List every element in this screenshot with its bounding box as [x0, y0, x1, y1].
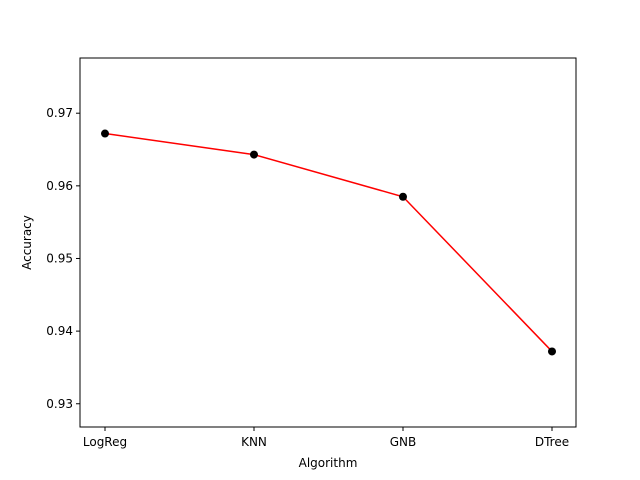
data-point: [548, 347, 556, 356]
data-point: [101, 129, 109, 138]
x-axis-label: Algorithm: [299, 456, 358, 470]
y-tick-label: 0.94: [46, 324, 73, 338]
series-layer: [101, 129, 556, 356]
y-tick-label: 0.93: [46, 397, 73, 411]
y-tick-label: 0.97: [46, 106, 73, 120]
x-tick-label: GNB: [390, 435, 417, 449]
y-tick-label: 0.95: [46, 251, 73, 265]
x-tick-label: DTree: [535, 435, 569, 449]
x-tick-label: LogReg: [83, 435, 127, 449]
x-tick-label: KNN: [241, 435, 267, 449]
data-point: [399, 192, 407, 201]
data-point: [250, 150, 258, 159]
plot-frame: [79, 57, 577, 428]
series-line: [104, 132, 553, 352]
y-axis-label: Accuracy: [20, 215, 34, 270]
ticks-layer: LogReg KNN GNB DTree 0.93 0.94 0.95 0.96 0.97: [46, 106, 569, 449]
y-tick-label: 0.96: [46, 179, 73, 193]
